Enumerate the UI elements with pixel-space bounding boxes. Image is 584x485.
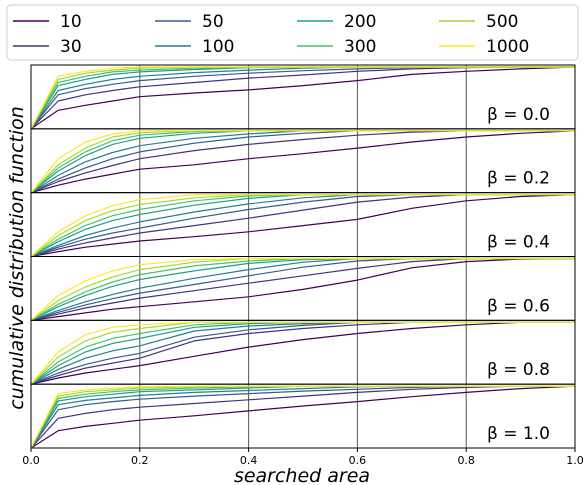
series-line-10-panel-4 bbox=[30, 321, 575, 385]
panel-beta-label: β = 0.0 bbox=[487, 105, 550, 125]
legend-label-30: 30 bbox=[60, 37, 82, 57]
panel-beta-label: β = 0.4 bbox=[487, 233, 550, 253]
panel-1: β = 0.2 bbox=[30, 128, 576, 194]
legend-label-50: 50 bbox=[202, 12, 224, 32]
x-tick-label: 0.8 bbox=[457, 454, 475, 467]
legend-label-100: 100 bbox=[202, 37, 234, 57]
series-line-1000-panel-4 bbox=[30, 321, 575, 385]
panel-4: β = 0.8 bbox=[30, 319, 576, 385]
series-line-10-panel-3 bbox=[30, 257, 576, 321]
legend-label-200: 200 bbox=[344, 12, 376, 32]
legend-label-500: 500 bbox=[486, 12, 518, 32]
x-tick-label: 0.2 bbox=[131, 454, 149, 467]
legend-label-10: 10 bbox=[60, 12, 82, 32]
x-axis: 0.0 0.2 0.4 0.6 0.8 1.0 bbox=[22, 448, 584, 467]
legend-label-300: 300 bbox=[344, 37, 376, 57]
x-tick-label: 0.4 bbox=[240, 454, 258, 467]
legend: 10 30 50 100 200 300 500 1000 bbox=[6, 4, 579, 61]
series-line-1000-panel-5 bbox=[30, 385, 575, 449]
x-tick-label: 0.0 bbox=[22, 454, 40, 467]
panels: β = 0.0 β = 0.2 β = 0.4 β = 0.6 β = 0.8 β = 1… bbox=[30, 64, 576, 449]
x-tick-label: 0.6 bbox=[349, 454, 367, 467]
x-axis-label: searched area bbox=[234, 465, 370, 485]
panel-beta-label: β = 0.8 bbox=[487, 360, 550, 380]
panel-0: β = 0.0 bbox=[30, 64, 576, 130]
series-line-1000-panel-2 bbox=[30, 194, 575, 257]
panel-5: β = 1.0 bbox=[30, 383, 576, 449]
panel-3: β = 0.6 bbox=[30, 256, 576, 321]
series-line-1000-panel-1 bbox=[30, 130, 575, 194]
panel-2: β = 0.4 bbox=[30, 192, 576, 258]
series-line-30-panel-5 bbox=[30, 385, 575, 449]
legend-label-1000: 1000 bbox=[486, 37, 529, 57]
panel-frame bbox=[30, 383, 576, 449]
legend-frame bbox=[6, 4, 579, 61]
series-line-10-panel-5 bbox=[30, 385, 576, 449]
series-line-10-panel-1 bbox=[30, 130, 576, 194]
series-line-1000-panel-3 bbox=[30, 257, 575, 321]
series-line-10-panel-2 bbox=[30, 194, 576, 258]
panel-beta-label: β = 1.0 bbox=[487, 424, 550, 444]
x-tick-label: 1.0 bbox=[566, 454, 584, 467]
series-line-10-panel-0 bbox=[30, 66, 576, 130]
series-line-1000-panel-0 bbox=[30, 66, 575, 130]
panel-beta-label: β = 0.6 bbox=[487, 296, 550, 316]
panel-beta-label: β = 0.2 bbox=[487, 169, 550, 189]
y-axis-label: cumulative distribution function bbox=[6, 106, 28, 410]
